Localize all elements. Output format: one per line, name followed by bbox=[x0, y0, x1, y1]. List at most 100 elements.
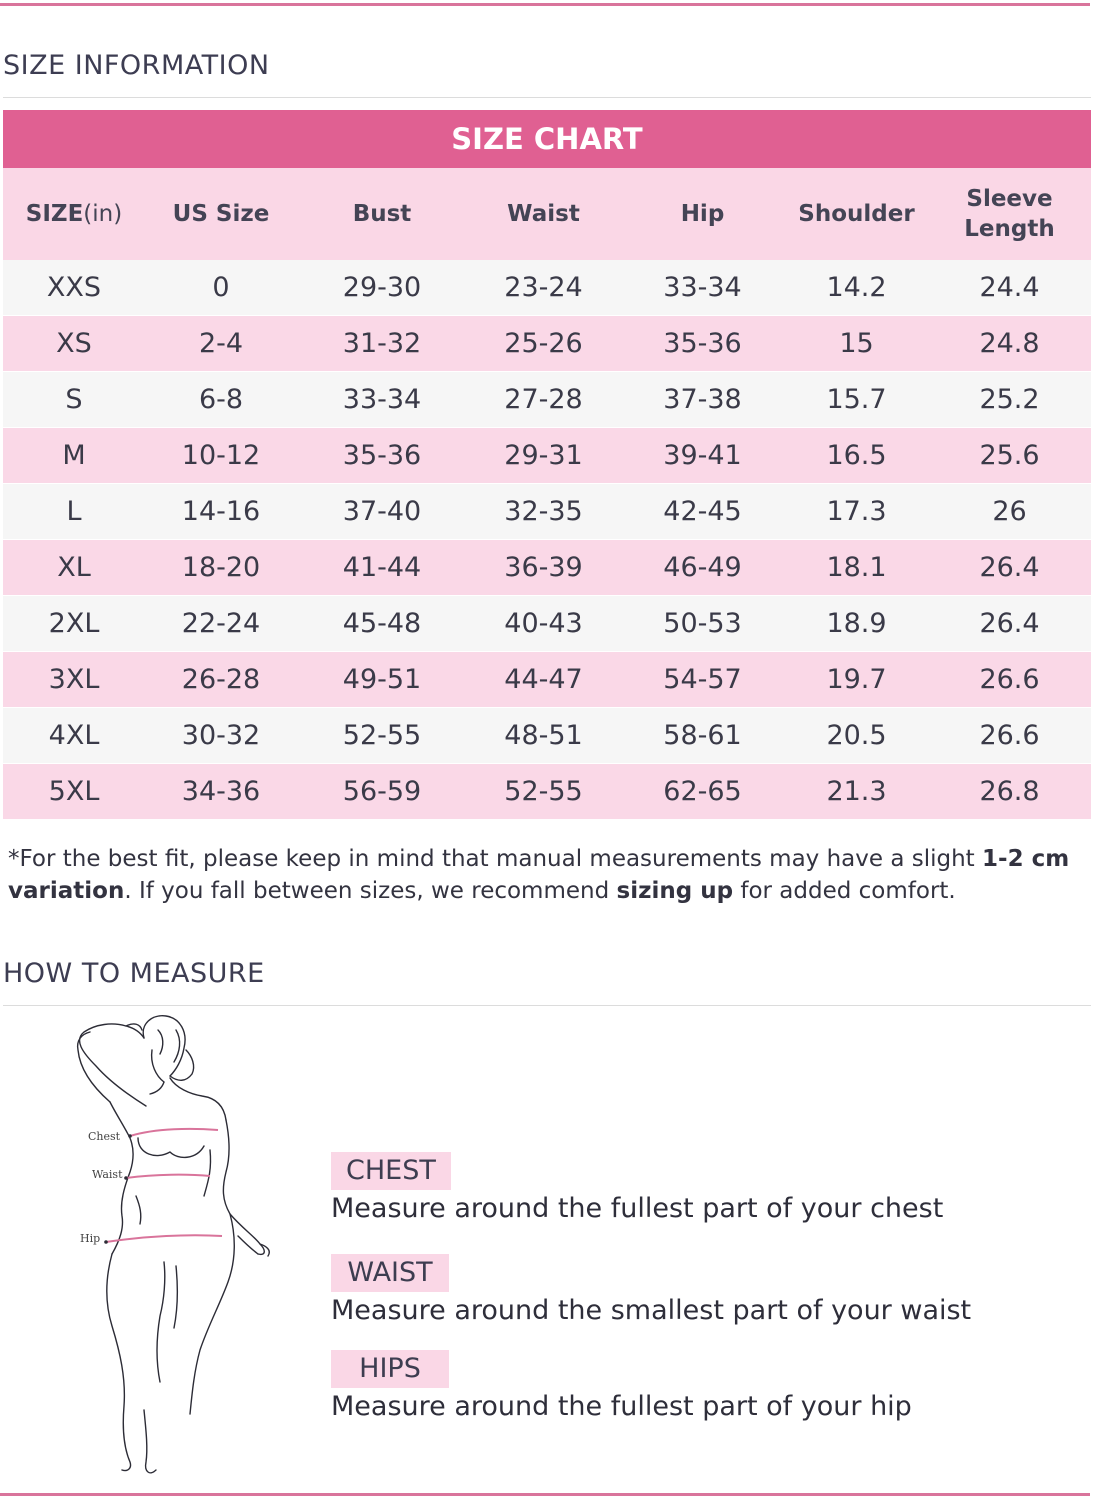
chest-measure-line bbox=[129, 1127, 219, 1137]
cell-size: 3XL bbox=[3, 651, 145, 708]
cell-us-size: 34-36 bbox=[145, 763, 297, 819]
cell-shoulder: 17.3 bbox=[785, 483, 928, 540]
figure-label-chest: Chest bbox=[88, 1130, 121, 1143]
bottom-rule bbox=[0, 1493, 1090, 1496]
section-divider bbox=[3, 97, 1091, 98]
cell-waist: 40-43 bbox=[467, 595, 620, 652]
measure-item-waist: WAIST Measure around the smallest part o… bbox=[331, 1254, 971, 1330]
cell-size: XS bbox=[3, 315, 145, 372]
waist-measure-line bbox=[125, 1173, 211, 1179]
table-row: XXS 0 29-30 23-24 33-34 14.2 24.4 bbox=[3, 260, 1091, 316]
cell-size: XXS bbox=[3, 260, 145, 316]
cell-waist: 25-26 bbox=[467, 315, 620, 372]
cell-waist: 48-51 bbox=[467, 707, 620, 764]
body-outline-illustration bbox=[76, 1015, 270, 1474]
cell-sleeve-length: 26 bbox=[928, 483, 1091, 540]
measure-tag-waist: WAIST bbox=[331, 1254, 449, 1292]
waist-pointer-dot bbox=[124, 1176, 128, 1180]
cell-bust: 35-36 bbox=[297, 427, 467, 484]
cell-bust: 29-30 bbox=[297, 260, 467, 316]
cell-sleeve-length: 25.6 bbox=[928, 427, 1091, 484]
measure-desc-waist: Measure around the smallest part of your… bbox=[331, 1295, 972, 1326]
cell-shoulder: 15.7 bbox=[785, 371, 928, 428]
cell-waist: 29-31 bbox=[467, 427, 620, 484]
cell-shoulder: 14.2 bbox=[785, 260, 928, 316]
cell-us-size: 2-4 bbox=[145, 315, 297, 372]
table-header-row: SIZE(in) US Size Bust Waist Hip Shoulder… bbox=[3, 168, 1091, 260]
measure-desc-hips: Measure around the fullest part of your … bbox=[331, 1391, 912, 1422]
cell-waist: 44-47 bbox=[467, 651, 620, 708]
cell-sleeve-length: 26.4 bbox=[928, 595, 1091, 652]
cell-size: L bbox=[3, 483, 145, 540]
body-measurement-figure: Chest Waist Hip bbox=[76, 1015, 270, 1474]
table-row: S 6-8 33-34 27-28 37-38 15.7 25.2 bbox=[3, 371, 1091, 428]
cell-sleeve-length: 24.4 bbox=[928, 260, 1091, 316]
cell-sleeve-length: 24.8 bbox=[928, 315, 1091, 372]
table-row: XS 2-4 31-32 25-26 35-36 15 24.8 bbox=[3, 315, 1091, 372]
table-row: 3XL 26-28 49-51 44-47 54-57 19.7 26.6 bbox=[3, 651, 1091, 708]
cell-waist: 32-35 bbox=[467, 483, 620, 540]
cell-hip: 37-38 bbox=[620, 371, 785, 428]
size-information-title: SIZE INFORMATION bbox=[3, 50, 270, 81]
table-row: M 10-12 35-36 29-31 39-41 16.5 25.6 bbox=[3, 427, 1091, 484]
cell-us-size: 22-24 bbox=[145, 595, 297, 652]
cell-us-size: 14-16 bbox=[145, 483, 297, 540]
cell-hip: 62-65 bbox=[620, 763, 785, 819]
cell-us-size: 10-12 bbox=[145, 427, 297, 484]
cell-size: 5XL bbox=[3, 763, 145, 819]
section-divider bbox=[3, 1005, 1091, 1006]
chest-pointer-dot bbox=[128, 1134, 132, 1138]
cell-hip: 42-45 bbox=[620, 483, 785, 540]
cell-hip: 50-53 bbox=[620, 595, 785, 652]
cell-shoulder: 20.5 bbox=[785, 707, 928, 764]
top-rule bbox=[0, 3, 1090, 6]
how-to-measure-title: HOW TO MEASURE bbox=[3, 958, 265, 989]
cell-bust: 45-48 bbox=[297, 595, 467, 652]
measurement-lines bbox=[105, 1127, 223, 1243]
cell-us-size: 26-28 bbox=[145, 651, 297, 708]
cell-waist: 27-28 bbox=[467, 371, 620, 428]
fit-footnote: *For the best fit, please keep in mind t… bbox=[8, 846, 1070, 904]
cell-shoulder: 21.3 bbox=[785, 763, 928, 819]
cell-size: M bbox=[3, 427, 145, 484]
table-row: L 14-16 37-40 32-35 42-45 17.3 26 bbox=[3, 483, 1091, 540]
measure-item-chest: CHEST Measure around the fullest part of… bbox=[331, 1152, 943, 1228]
table-row: XL 18-20 41-44 36-39 46-49 18.1 26.4 bbox=[3, 539, 1091, 596]
cell-us-size: 6-8 bbox=[145, 371, 297, 428]
hip-measure-line bbox=[105, 1234, 223, 1243]
cell-bust: 52-55 bbox=[297, 707, 467, 764]
cell-shoulder: 16.5 bbox=[785, 427, 928, 484]
col-header-size: SIZE(in) bbox=[3, 168, 145, 260]
cell-hip: 46-49 bbox=[620, 539, 785, 596]
cell-bust: 56-59 bbox=[297, 763, 467, 819]
cell-size: S bbox=[3, 371, 145, 428]
col-header-shoulder: Shoulder bbox=[785, 168, 928, 260]
cell-bust: 31-32 bbox=[297, 315, 467, 372]
cell-shoulder: 18.1 bbox=[785, 539, 928, 596]
cell-bust: 49-51 bbox=[297, 651, 467, 708]
col-header-sleeve-length: Sleeve Length bbox=[928, 168, 1091, 260]
cell-sleeve-length: 26.4 bbox=[928, 539, 1091, 596]
cell-size: XL bbox=[3, 539, 145, 596]
cell-hip: 54-57 bbox=[620, 651, 785, 708]
table-row: 2XL 22-24 45-48 40-43 50-53 18.9 26.4 bbox=[3, 595, 1091, 652]
cell-sleeve-length: 26.6 bbox=[928, 707, 1091, 764]
cell-hip: 39-41 bbox=[620, 427, 785, 484]
cell-waist: 52-55 bbox=[467, 763, 620, 819]
size-chart-table: SIZE(in) US Size Bust Waist Hip Shoulder… bbox=[3, 168, 1091, 819]
figure-label-hip: Hip bbox=[80, 1232, 100, 1245]
hip-pointer-dot bbox=[104, 1240, 108, 1244]
cell-shoulder: 19.7 bbox=[785, 651, 928, 708]
cell-us-size: 18-20 bbox=[145, 539, 297, 596]
cell-bust: 33-34 bbox=[297, 371, 467, 428]
cell-us-size: 30-32 bbox=[145, 707, 297, 764]
cell-hip: 33-34 bbox=[620, 260, 785, 316]
cell-waist: 23-24 bbox=[467, 260, 620, 316]
cell-sleeve-length: 26.8 bbox=[928, 763, 1091, 819]
cell-shoulder: 15 bbox=[785, 315, 928, 372]
col-header-us-size: US Size bbox=[145, 168, 297, 260]
cell-sleeve-length: 25.2 bbox=[928, 371, 1091, 428]
col-header-waist: Waist bbox=[467, 168, 620, 260]
size-chart-title: SIZE CHART bbox=[3, 110, 1091, 168]
measure-desc-chest: Measure around the fullest part of your … bbox=[331, 1193, 944, 1224]
